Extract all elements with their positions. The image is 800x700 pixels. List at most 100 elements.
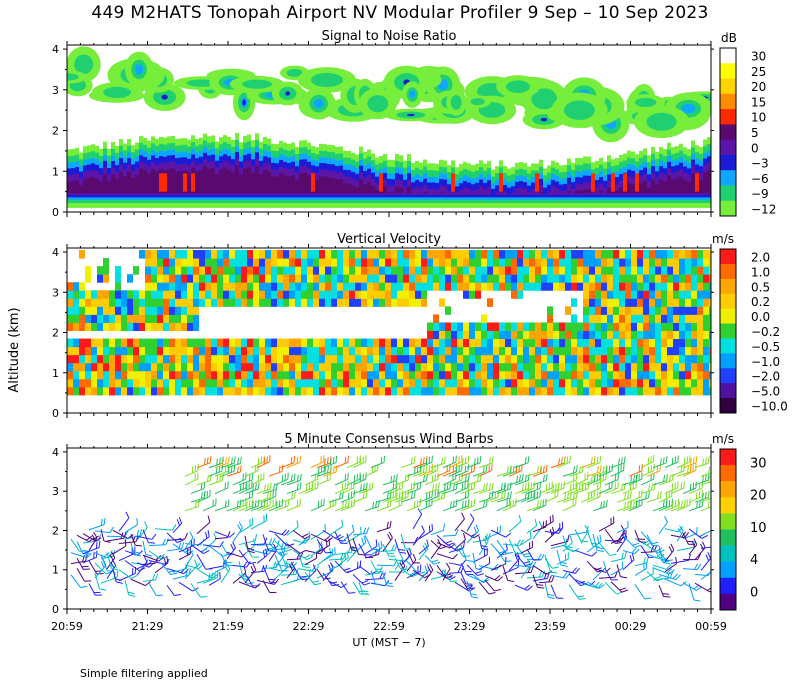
velocity-cell <box>649 354 655 364</box>
velocity-cell <box>475 346 481 356</box>
wind-barb <box>334 481 349 495</box>
wind-barb <box>400 567 419 578</box>
velocity-cell <box>511 330 517 340</box>
velocity-cell <box>307 362 313 372</box>
velocity-cell <box>601 338 607 348</box>
velocity-cell <box>217 266 223 275</box>
wind-barb <box>478 456 494 469</box>
velocity-cell <box>469 266 475 275</box>
velocity-cell <box>127 338 133 348</box>
velocity-cell <box>583 386 589 396</box>
velocity-cell <box>481 314 487 323</box>
velocity-cell <box>541 330 547 340</box>
y-tick-label: 1 <box>52 165 59 178</box>
velocity-cell <box>613 250 619 259</box>
velocity-cell <box>67 290 73 299</box>
wind-barb <box>538 575 555 584</box>
velocity-cell <box>391 266 397 275</box>
wind-barb <box>370 570 382 586</box>
velocity-cell <box>193 274 199 283</box>
snr-cell <box>431 188 435 195</box>
velocity-cell <box>697 362 703 372</box>
velocity-cell <box>91 346 97 356</box>
velocity-cell <box>625 266 631 275</box>
velocity-cell <box>157 354 163 364</box>
snr-cell <box>527 192 531 195</box>
velocity-cell <box>259 386 265 396</box>
velocity-cell <box>97 290 103 299</box>
velocity-cell <box>127 362 133 372</box>
snr-cell <box>595 186 599 195</box>
velocity-cell <box>325 266 331 275</box>
wind-barb <box>526 499 542 512</box>
velocity-cell <box>121 346 127 356</box>
wind-barb <box>238 473 254 486</box>
velocity-cell <box>541 282 547 291</box>
velocity-cell <box>457 330 463 340</box>
wind-barb <box>490 482 506 495</box>
velocity-cell <box>679 282 685 291</box>
velocity-cell <box>277 370 283 380</box>
velocity-cell <box>133 266 139 275</box>
velocity-cell <box>391 258 397 267</box>
velocity-cell <box>217 298 223 307</box>
velocity-cell <box>181 322 187 331</box>
velocity-cell <box>577 386 583 396</box>
wind-barb <box>646 534 659 547</box>
velocity-cell <box>481 346 487 356</box>
wind-barb <box>676 525 684 542</box>
wind-barb <box>466 513 475 532</box>
velocity-cell <box>649 338 655 348</box>
velocity-cell <box>349 282 355 291</box>
velocity-cell <box>589 274 595 283</box>
velocity-cell <box>127 298 133 307</box>
velocity-cell <box>433 330 439 340</box>
snr-cell <box>519 187 523 195</box>
wind-barb <box>610 551 627 563</box>
velocity-cell <box>523 282 529 291</box>
wind-barb <box>88 560 104 575</box>
velocity-cell <box>673 306 679 315</box>
velocity-cell <box>337 386 343 396</box>
velocity-cell <box>193 378 199 388</box>
velocity-cell <box>697 306 703 315</box>
velocity-cell <box>193 250 199 259</box>
wind-barb <box>334 472 349 486</box>
wind-barb <box>508 473 524 486</box>
velocity-cell <box>223 290 229 299</box>
velocity-cell <box>649 298 655 307</box>
colorbar-cell <box>720 200 736 217</box>
velocity-cell <box>553 250 559 259</box>
velocity-cell <box>535 346 541 356</box>
velocity-cell <box>601 250 607 259</box>
velocity-cell <box>469 370 475 380</box>
velocity-cell <box>193 314 199 323</box>
velocity-cell <box>163 282 169 291</box>
velocity-cell <box>373 282 379 291</box>
y-tick-label: 4 <box>52 246 59 259</box>
velocity-cell <box>445 250 451 259</box>
velocity-cell <box>535 322 541 331</box>
velocity-cell <box>481 370 487 380</box>
wind-barb <box>310 533 333 543</box>
velocity-cell <box>259 370 265 380</box>
velocity-cell <box>577 370 583 380</box>
velocity-cell <box>235 370 241 380</box>
velocity-cell <box>577 266 583 275</box>
velocity-cell <box>259 378 265 388</box>
velocity-cell <box>151 370 157 380</box>
velocity-cell <box>67 282 73 291</box>
velocity-cell <box>673 258 679 267</box>
velocity-cell <box>607 258 613 267</box>
wind-barb <box>154 524 177 531</box>
colorbar-cell <box>720 497 736 514</box>
velocity-cell <box>271 290 277 299</box>
velocity-cell <box>685 282 691 291</box>
velocity-cell <box>559 330 565 340</box>
velocity-cell <box>271 354 277 364</box>
velocity-cell <box>205 362 211 372</box>
velocity-cell <box>463 266 469 275</box>
velocity-cell <box>493 362 499 372</box>
velocity-cell <box>349 346 355 356</box>
velocity-cell <box>547 266 553 275</box>
